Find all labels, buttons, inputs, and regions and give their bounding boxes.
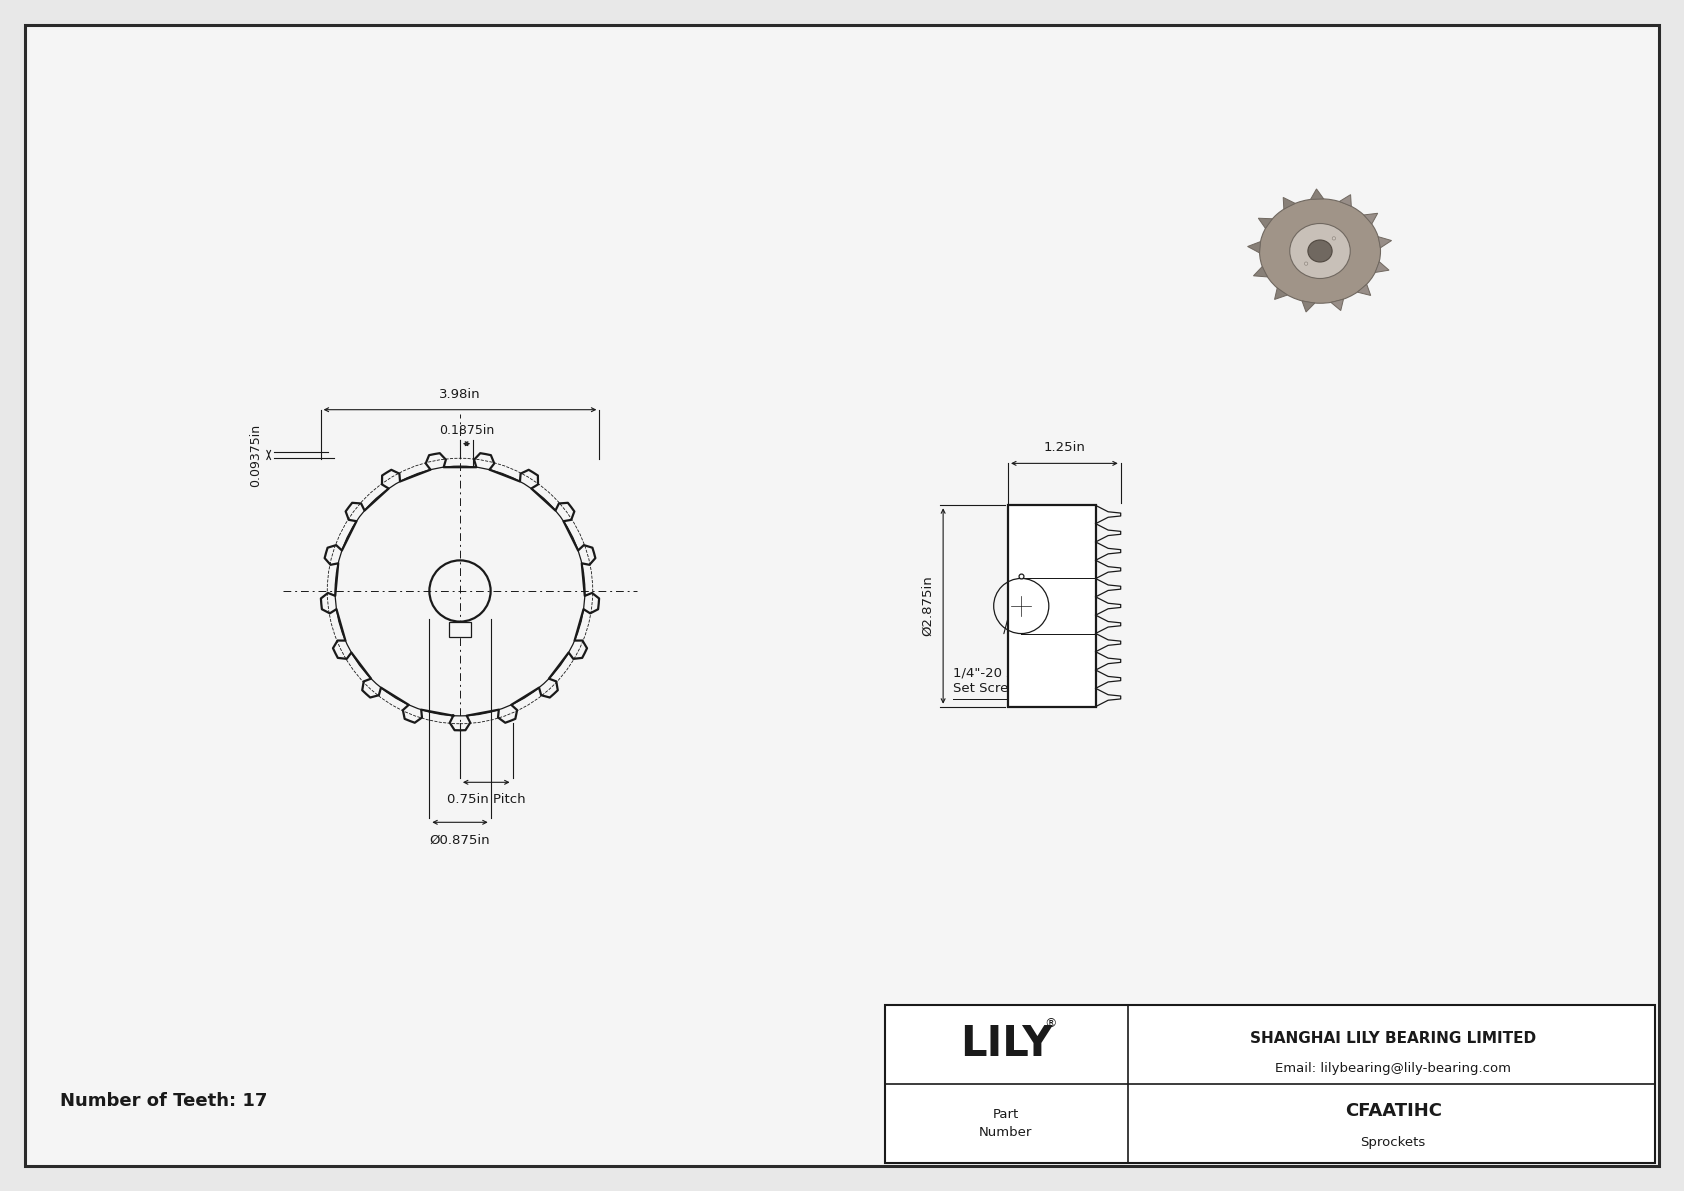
- Text: Ø0.875in: Ø0.875in: [429, 834, 490, 847]
- Circle shape: [1332, 237, 1335, 241]
- Polygon shape: [1275, 288, 1288, 299]
- Text: Sprockets: Sprockets: [1361, 1136, 1426, 1149]
- Bar: [450, 622, 472, 637]
- Bar: [1009, 505, 1096, 706]
- Polygon shape: [1310, 189, 1324, 199]
- Polygon shape: [1302, 301, 1315, 312]
- Polygon shape: [1378, 237, 1391, 248]
- Text: ®: ®: [1044, 1017, 1058, 1030]
- Text: Number of Teeth: 17: Number of Teeth: 17: [61, 1092, 268, 1110]
- Ellipse shape: [1308, 241, 1332, 262]
- Ellipse shape: [1290, 224, 1351, 279]
- Text: 0.1875in: 0.1875in: [440, 424, 493, 437]
- Polygon shape: [1364, 213, 1378, 224]
- Text: SHANGHAI LILY BEARING LIMITED: SHANGHAI LILY BEARING LIMITED: [1250, 1030, 1536, 1046]
- Text: Email: lilybearing@lily-bearing.com: Email: lilybearing@lily-bearing.com: [1275, 1061, 1511, 1074]
- Text: CFAATIHC: CFAATIHC: [1346, 1102, 1442, 1120]
- Polygon shape: [1330, 299, 1344, 311]
- Polygon shape: [1253, 267, 1268, 278]
- Polygon shape: [1248, 242, 1261, 252]
- Text: 0.09375in: 0.09375in: [249, 424, 261, 487]
- Ellipse shape: [1260, 199, 1381, 304]
- Text: Ø2.875in: Ø2.875in: [921, 575, 935, 636]
- Polygon shape: [1357, 285, 1371, 295]
- Polygon shape: [1258, 218, 1273, 229]
- Bar: [886, 1005, 1655, 1162]
- Text: Part
Number: Part Number: [978, 1109, 1032, 1139]
- Polygon shape: [1376, 262, 1389, 273]
- Text: 0.75in Pitch: 0.75in Pitch: [446, 793, 525, 806]
- Circle shape: [1305, 262, 1308, 266]
- Text: 1/4"-20 x1/4"
Set Screw: 1/4"-20 x1/4" Set Screw: [953, 667, 1042, 696]
- Polygon shape: [1283, 198, 1295, 210]
- Polygon shape: [1339, 194, 1351, 206]
- Text: 1.25in: 1.25in: [1044, 442, 1086, 455]
- Text: 3.98in: 3.98in: [440, 388, 482, 400]
- Text: LILY: LILY: [960, 1023, 1052, 1066]
